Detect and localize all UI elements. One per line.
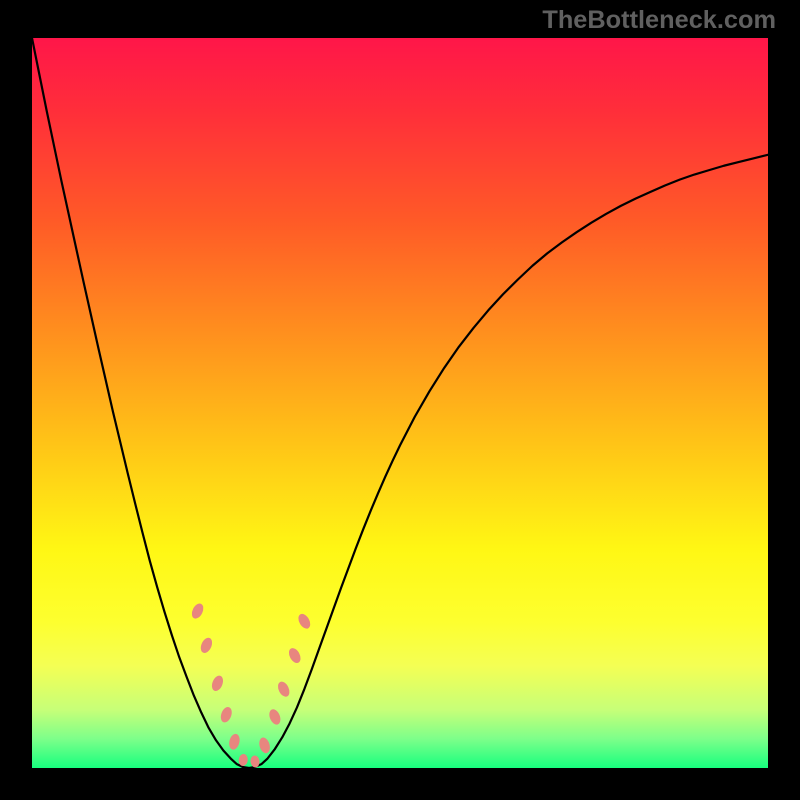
plot-svg [32, 38, 768, 768]
watermark-text: TheBottleneck.com [542, 6, 776, 35]
gradient-background [32, 38, 768, 768]
plot-area [32, 38, 768, 768]
bottleneck-figure: TheBottleneck.com [0, 0, 800, 800]
